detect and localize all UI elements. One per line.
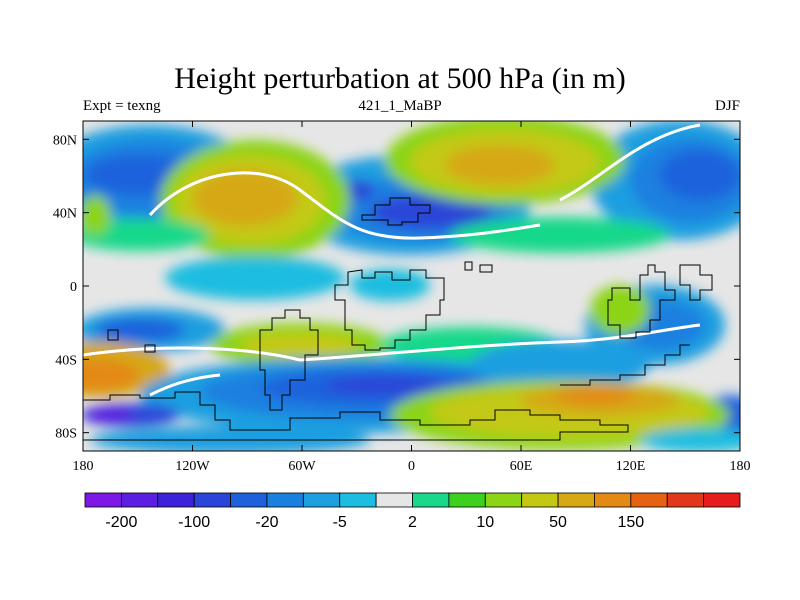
lat-tick-label: 80S [55,427,77,442]
latitude-axis: 80N 40N 0 40S 80S [53,133,740,442]
colorbar-swatch [230,492,268,508]
lon-tick: 180 [730,121,751,474]
plot-title: Height perturbation at 500 hPa (in m) [174,62,626,95]
lon-tick: 60E [510,121,533,474]
lat-tick: 80S [55,427,740,442]
lon-tick: 60W [288,121,316,474]
colorbar-swatch [630,492,668,508]
subtitle-experiment: Expt = texng [83,98,161,114]
lon-tick: 180 [73,121,94,474]
colorbar-label: -200 [105,514,137,531]
lon-tick: 120W [175,121,210,474]
colorbar-label: 10 [476,514,494,531]
colorbar-swatch [484,492,523,508]
lat-tick-label: 0 [70,280,77,295]
lat-tick-label: 40N [53,207,77,222]
colorbar-swatch [302,492,341,508]
lat-tick: 40N [53,207,740,222]
coastline-layer [83,197,713,441]
colorbar-label: -20 [255,514,278,531]
colorbar-swatch [193,492,231,508]
colorbar-swatch [412,492,450,508]
lon-tick: 0 [408,121,415,474]
colorbar-swatch [266,492,304,508]
lat-tick: 80N [53,133,740,148]
colorbar-swatch [521,492,559,508]
colorbar-label: 50 [549,514,567,531]
colorbar-swatch [84,492,122,508]
colorbar-label: -100 [178,514,210,531]
colorbar: -200 -100 -20 -5 2 10 50 150 [84,492,741,531]
colorbar-label: -5 [333,514,347,531]
longitude-axis: 180 120W 60W 0 60E 120E 180 [73,121,751,474]
lon-tick-label: 120W [175,459,210,474]
lon-tick-label: 60E [510,459,533,474]
contour-fill-layer [83,121,740,451]
colorbar-swatch [339,492,377,508]
colorbar-swatch [703,492,741,508]
lat-tick: 0 [70,280,740,295]
subtitle-run-id: 421_1_MaBP [358,98,442,114]
colorbar-swatch [666,492,705,508]
colorbar-label: 2 [408,514,417,531]
colorbar-swatch [594,492,632,508]
colorbar-swatch [448,492,486,508]
zero-contour-lines [83,123,701,397]
colorbar-swatch [375,492,413,508]
lon-tick-label: 0 [408,459,415,474]
lat-tick-label: 40S [55,353,77,368]
colorbar-swatch [557,492,595,508]
lon-tick-label: 120E [616,459,646,474]
lat-tick-label: 80N [53,133,77,148]
map-panel [83,121,740,451]
lon-tick-label: 60W [288,459,316,474]
lat-tick: 40S [55,353,740,368]
colorbar-label: 150 [617,514,644,531]
lon-tick-label: 180 [73,459,94,474]
subtitle-season: DJF [714,98,740,114]
colorbar-swatch [120,492,159,508]
lon-tick-label: 180 [730,459,751,474]
colorbar-swatch [157,492,195,508]
lon-tick: 120E [616,121,646,474]
